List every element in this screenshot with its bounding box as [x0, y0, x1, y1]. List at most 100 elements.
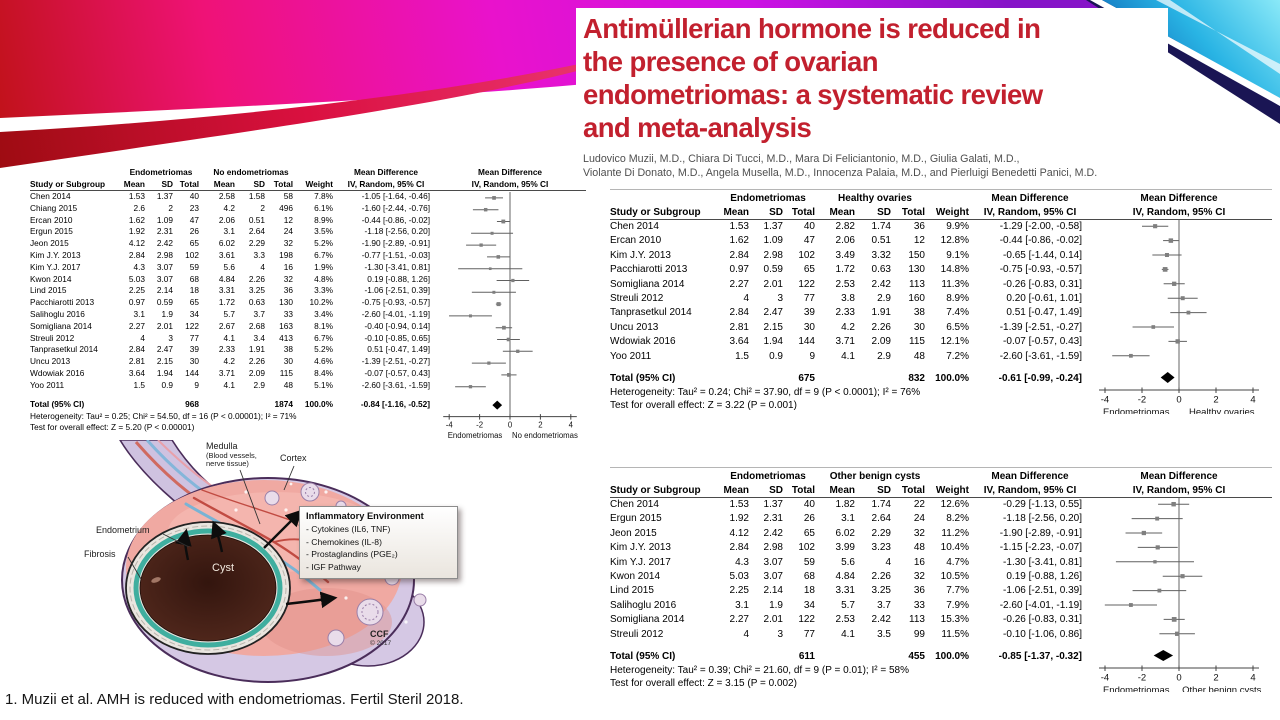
study-value: 1.5 — [735, 350, 749, 362]
point-estimate — [487, 361, 491, 365]
axis-tick-label: 0 — [1176, 395, 1181, 406]
study-ci: 0.19 [-0.88, 1.26] — [1006, 570, 1082, 582]
point-estimate — [1172, 281, 1177, 286]
study-value: 11.3% — [941, 278, 969, 290]
study-value: 3.1 — [133, 308, 145, 319]
axis-tick-label: -4 — [1101, 395, 1109, 406]
point-estimate — [496, 255, 501, 259]
study-value: 2.9 — [253, 379, 265, 390]
study-value: 122 — [798, 278, 815, 290]
study-ci: 0.51 [-0.47, 1.49] — [1006, 307, 1082, 319]
total-n2: 832 — [908, 372, 925, 384]
study-value: 3.99 — [835, 542, 855, 554]
point-estimate — [1153, 560, 1157, 564]
study-value: 3 — [777, 628, 783, 640]
study-value: 8.1% — [314, 320, 333, 331]
study-row: Tanprasetkul 2014 2.84 2.47 39 2.33 1.91 38 5.2… — [30, 344, 586, 356]
total-label: Total (95% CI) — [610, 372, 676, 384]
study-value: 30 — [189, 356, 199, 367]
study-value: 47 — [189, 214, 199, 225]
study-value: 15.3% — [940, 614, 969, 626]
study-value: 5.03 — [729, 570, 749, 582]
study-value: 6.1% — [314, 202, 333, 213]
md-header: Mean Difference — [991, 193, 1069, 204]
study-name: Yoo 2011 — [30, 379, 65, 390]
study-value: 12 — [283, 214, 293, 225]
study-value: 32 — [913, 570, 925, 582]
study-row: Tanprasetkul 2014 2.84 2.47 39 2.33 1.91 38 7.4… — [610, 306, 1272, 320]
group2-header: Healthy ovaries — [838, 193, 912, 204]
study-value: 48 — [913, 542, 925, 554]
study-value: 1.9% — [314, 261, 333, 272]
study-value: 102 — [185, 249, 199, 260]
study-value: 1.9 — [161, 308, 173, 319]
axis-tick-label: -4 — [446, 420, 454, 429]
study-name: Jeon 2015 — [30, 238, 69, 249]
study-value: 198 — [279, 249, 293, 260]
study-value: 0.9 — [769, 350, 783, 362]
authors: Ludovico Muzii, M.D., Chiara Di Tucci, M… — [583, 152, 1097, 180]
study-ci: -0.40 [-0.94, 0.14] — [364, 320, 431, 331]
study-value: 7.9% — [946, 599, 969, 611]
study-row: Kim Y.J. 2017 4.3 3.07 59 5.6 4 16 4.7% -1.30 [-… — [610, 556, 1272, 570]
study-value: 7.4% — [946, 307, 969, 319]
study-value: 2.15 — [156, 356, 173, 367]
study-ci: -0.07 [-0.57, 0.43] — [364, 367, 431, 378]
study-value: 2.09 — [871, 336, 891, 348]
study-ci: -0.44 [-0.86, -0.02] — [999, 235, 1082, 247]
axis-left-label: Endometriomas — [448, 431, 503, 440]
study-value: 2.47 — [763, 307, 783, 319]
study-row: Chen 2014 1.53 1.37 40 1.82 1.74 22 12.6% -0.29 … — [610, 498, 1272, 512]
study-row: Ercan 2010 1.62 1.09 47 2.06 0.51 12 12.8% -0.44… — [610, 234, 1272, 248]
table-cell — [860, 649, 896, 664]
total-weight: 100.0% — [304, 398, 333, 409]
point-estimate — [501, 219, 506, 224]
study-ci: -2.60 [-3.61, -1.59] — [999, 350, 1082, 362]
study-name: Salihoglu 2016 — [610, 599, 677, 611]
study-value: 2.58 — [218, 191, 235, 201]
table-cell — [150, 398, 178, 411]
col-header: Weight — [935, 484, 969, 496]
col-header: Study or Subgroup — [30, 179, 106, 189]
inflammation-arrows — [175, 509, 338, 609]
study-value: 8.9% — [314, 214, 333, 225]
study-value: 2.53 — [835, 278, 855, 290]
study-value: 2.84 — [729, 249, 749, 261]
study-name: Ercan 2010 — [610, 235, 662, 247]
group1-header: Endometriomas — [730, 471, 806, 482]
col-header: Study or Subgroup — [610, 206, 701, 218]
study-value: 1.37 — [763, 221, 783, 232]
study-value: 1.53 — [128, 191, 145, 201]
study-ci: -1.39 [-2.51, -0.27] — [999, 321, 1082, 333]
total-n1: 611 — [798, 650, 815, 662]
inflammatory-box-item: - IGF Pathway — [306, 561, 361, 572]
study-value: 3.1 — [841, 513, 855, 525]
point-estimate — [1180, 296, 1185, 301]
study-ci: -1.30 [-3.41, 0.81] — [1003, 556, 1082, 568]
study-name: Uncu 2013 — [30, 356, 71, 367]
study-value: 4 — [743, 628, 749, 640]
study-ci: -1.90 [-2.89, -0.91] — [999, 527, 1082, 539]
study-value: 1.09 — [156, 214, 173, 225]
study-value: 39 — [803, 307, 815, 319]
forest-graph: -4 -2 0 2 4 Endometriomas No endometriomas — [443, 192, 578, 440]
study-value: 2.26 — [248, 356, 265, 367]
study-value: 3.4 — [253, 332, 265, 343]
red-wave — [0, 42, 672, 168]
total-n2: 455 — [908, 650, 925, 662]
study-row: Uncu 2013 2.81 2.15 30 4.2 2.26 30 4.6% -1.39 [-… — [30, 356, 586, 368]
study-ci: -2.60 [-4.01, -1.19] — [999, 599, 1082, 611]
label-medulla: Medulla (Blood vessels, nerve tissue) — [206, 441, 257, 469]
md-plot-header: Mean Difference — [477, 167, 543, 177]
study-value: 1.74 — [871, 221, 891, 232]
col-header: SD — [877, 484, 891, 496]
study-value: 48 — [283, 379, 293, 390]
study-value: 3.1 — [735, 599, 749, 611]
study-row: Lind 2015 2.25 2.14 18 3.31 3.25 36 3.3% -1.06 [… — [30, 285, 586, 297]
study-value: 3.5 — [877, 628, 891, 640]
study-value: 39 — [189, 344, 199, 355]
study-value: 2.42 — [156, 238, 173, 249]
study-row: Somigliana 2014 2.27 2.01 122 2.67 2.68 163 8.1… — [30, 321, 586, 333]
total-ci: -0.61 [-0.99, -0.24] — [998, 372, 1082, 384]
study-value: 34 — [189, 308, 199, 319]
